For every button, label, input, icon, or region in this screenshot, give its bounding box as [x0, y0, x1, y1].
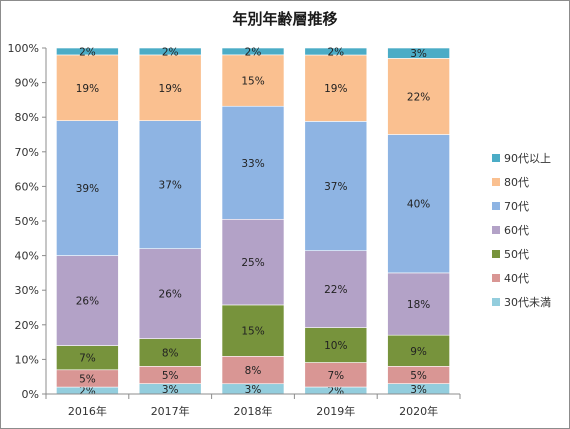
y-tick-label: 30%: [15, 284, 39, 297]
bar-segment: [304, 121, 368, 252]
data-label: 9%: [410, 346, 427, 358]
data-label: 25%: [241, 257, 264, 269]
legend-swatch: [492, 226, 500, 234]
legend-label: 40代: [504, 272, 529, 285]
y-tick-label: 70%: [15, 146, 39, 159]
bar-segment: [387, 272, 450, 336]
bar-segment: [138, 338, 202, 367]
bar-segment: [221, 356, 285, 385]
data-label: 2%: [327, 46, 344, 58]
x-tick-label: 2018年: [234, 404, 273, 418]
data-label: 15%: [241, 76, 264, 88]
bar-segment: [387, 47, 450, 59]
bar-segment: [221, 218, 285, 306]
data-label: 26%: [76, 296, 99, 308]
data-label: 19%: [324, 83, 347, 95]
legend-label: 30代未満: [504, 296, 551, 309]
data-label: 33%: [241, 158, 264, 170]
bar-segment: [387, 334, 450, 367]
bar-segment: [221, 54, 285, 107]
data-label: 5%: [162, 370, 179, 382]
bar-segment: [56, 54, 119, 121]
x-tick-label: 2017年: [151, 404, 190, 418]
data-label: 2%: [79, 46, 96, 58]
y-tick-label: 0%: [22, 388, 39, 401]
legend-label: 70代: [504, 200, 529, 213]
legend-swatch: [492, 250, 500, 258]
data-label: 22%: [324, 284, 347, 296]
data-label: 10%: [324, 340, 347, 352]
bar-segment: [138, 248, 202, 339]
data-label: 8%: [162, 347, 179, 359]
bar-segment: [304, 362, 368, 388]
legend-swatch: [492, 274, 500, 282]
bar-segment: [221, 304, 285, 357]
data-label: 8%: [245, 365, 262, 377]
data-label: 19%: [159, 83, 182, 95]
data-label: 3%: [245, 384, 262, 396]
x-tick-label: 2020年: [399, 404, 438, 418]
y-tick-label: 50%: [15, 215, 39, 228]
data-label: 37%: [324, 181, 347, 193]
data-label: 19%: [76, 83, 99, 95]
data-label: 7%: [327, 370, 344, 382]
legend-swatch: [492, 202, 500, 210]
y-tick-label: 40%: [15, 250, 39, 263]
legend-label: 50代: [504, 248, 529, 261]
bar-segment: [138, 47, 202, 56]
bar-segment: [138, 54, 202, 121]
legend-label: 60代: [504, 224, 529, 237]
data-label: 26%: [159, 289, 182, 301]
y-tick-label: 60%: [15, 180, 39, 193]
bar-segment: [221, 105, 285, 220]
data-label: 22%: [407, 91, 430, 103]
legend-label: 80代: [504, 176, 529, 189]
chart-title: 年別年齢層推移: [232, 10, 338, 28]
data-label: 7%: [79, 353, 96, 365]
y-tick-label: 10%: [15, 353, 39, 366]
bar-segment: [56, 255, 119, 346]
data-label: 3%: [162, 384, 179, 396]
bar-segment: [56, 345, 119, 371]
data-label: 2%: [327, 386, 344, 398]
data-label: 5%: [79, 373, 96, 385]
data-label: 18%: [407, 299, 430, 311]
bar-segment: [304, 250, 368, 328]
data-label: 2%: [245, 46, 262, 58]
bar-segment: [56, 47, 119, 56]
data-label: 39%: [76, 183, 99, 195]
y-tick-label: 90%: [15, 77, 39, 90]
bar-segment: [56, 120, 119, 256]
data-label: 3%: [410, 384, 427, 396]
data-label: 2%: [162, 46, 179, 58]
bar-segment: [387, 58, 450, 135]
legend-swatch: [492, 178, 500, 186]
data-label: 40%: [407, 199, 430, 211]
data-label: 3%: [410, 48, 427, 60]
bar-segment: [304, 47, 368, 56]
y-tick-label: 80%: [15, 111, 39, 124]
bar-segment: [304, 327, 368, 363]
legend-swatch: [492, 154, 500, 162]
y-tick-label: 100%: [8, 42, 39, 55]
x-tick-label: 2016年: [68, 404, 107, 418]
y-tick-label: 20%: [15, 319, 39, 332]
data-label: 15%: [241, 326, 264, 338]
x-tick-label: 2019年: [316, 404, 355, 418]
data-label: 2%: [79, 386, 96, 398]
legend-label: 90代以上: [504, 152, 551, 165]
data-label: 37%: [159, 180, 182, 192]
bar-segment: [304, 54, 368, 122]
bar-segment: [138, 120, 202, 249]
legend-swatch: [492, 298, 500, 306]
bar-segment: [221, 47, 285, 56]
data-label: 5%: [410, 370, 427, 382]
